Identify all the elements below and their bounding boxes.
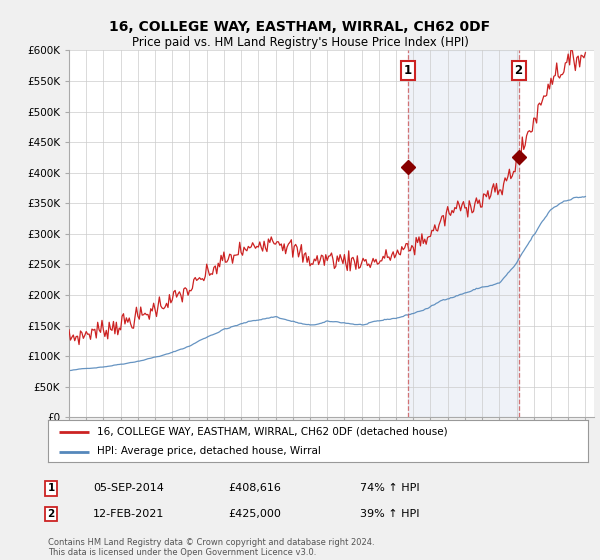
Bar [407, 50, 518, 417]
Text: HPI: Average price, detached house, Wirral: HPI: Average price, detached house, Wirr… [97, 446, 320, 456]
Text: 16, COLLEGE WAY, EASTHAM, WIRRAL, CH62 0DF: 16, COLLEGE WAY, EASTHAM, WIRRAL, CH62 0… [109, 20, 491, 34]
Text: 39% ↑ HPI: 39% ↑ HPI [360, 509, 419, 519]
Text: Contains HM Land Registry data © Crown copyright and database right 2024.
This d: Contains HM Land Registry data © Crown c… [48, 538, 374, 557]
Text: 05-SEP-2014: 05-SEP-2014 [93, 483, 164, 493]
Text: 1: 1 [47, 483, 55, 493]
Text: 2: 2 [47, 509, 55, 519]
Text: £425,000: £425,000 [228, 509, 281, 519]
Text: £408,616: £408,616 [228, 483, 281, 493]
Text: 16, COLLEGE WAY, EASTHAM, WIRRAL, CH62 0DF (detached house): 16, COLLEGE WAY, EASTHAM, WIRRAL, CH62 0… [97, 427, 447, 437]
Text: 12-FEB-2021: 12-FEB-2021 [93, 509, 164, 519]
Text: 1: 1 [404, 64, 412, 77]
Text: 2: 2 [515, 64, 523, 77]
Text: 74% ↑ HPI: 74% ↑ HPI [360, 483, 419, 493]
Text: Price paid vs. HM Land Registry's House Price Index (HPI): Price paid vs. HM Land Registry's House … [131, 36, 469, 49]
